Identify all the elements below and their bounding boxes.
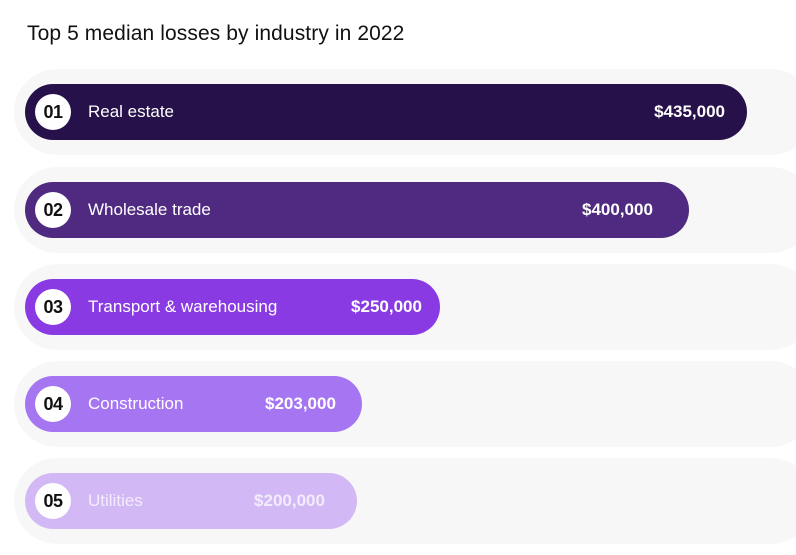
rank-badge: 02 <box>35 192 71 228</box>
value-label: $435,000 <box>654 102 725 121</box>
category-label: Wholesale trade <box>88 200 211 219</box>
bar-2: 02 Wholesale trade $400,000 <box>25 182 689 238</box>
bar-1: 01 Real estate $435,000 <box>25 84 747 140</box>
bar-row: 02 Wholesale trade $400,000 <box>14 167 796 253</box>
rank-badge: 01 <box>35 94 71 130</box>
value-label: $203,000 <box>265 394 336 413</box>
category-label: Transport & warehousing <box>88 297 278 316</box>
chart-title: Top 5 median losses by industry in 2022 <box>27 22 405 45</box>
category-label: Construction <box>88 394 184 413</box>
bar-3: 03 Transport & warehousing $250,000 <box>25 279 440 335</box>
bar-row: 05 Utilities $200,000 <box>14 458 796 544</box>
bar-5: 05 Utilities $200,000 <box>25 473 357 529</box>
value-label: $250,000 <box>351 297 422 316</box>
bar-row: 04 Construction $203,000 <box>14 361 796 447</box>
bar-row: 03 Transport & warehousing $250,000 <box>14 264 796 350</box>
rank-badge: 05 <box>35 483 71 519</box>
category-label: Real estate <box>88 102 174 121</box>
category-label: Utilities <box>88 491 143 510</box>
value-label: $400,000 <box>582 200 653 219</box>
bar-row: 01 Real estate $435,000 <box>14 69 796 155</box>
rank-badge: 03 <box>35 289 71 325</box>
value-label: $200,000 <box>254 491 325 510</box>
rank-badge: 04 <box>35 386 71 422</box>
bar-4: 04 Construction $203,000 <box>25 376 362 432</box>
